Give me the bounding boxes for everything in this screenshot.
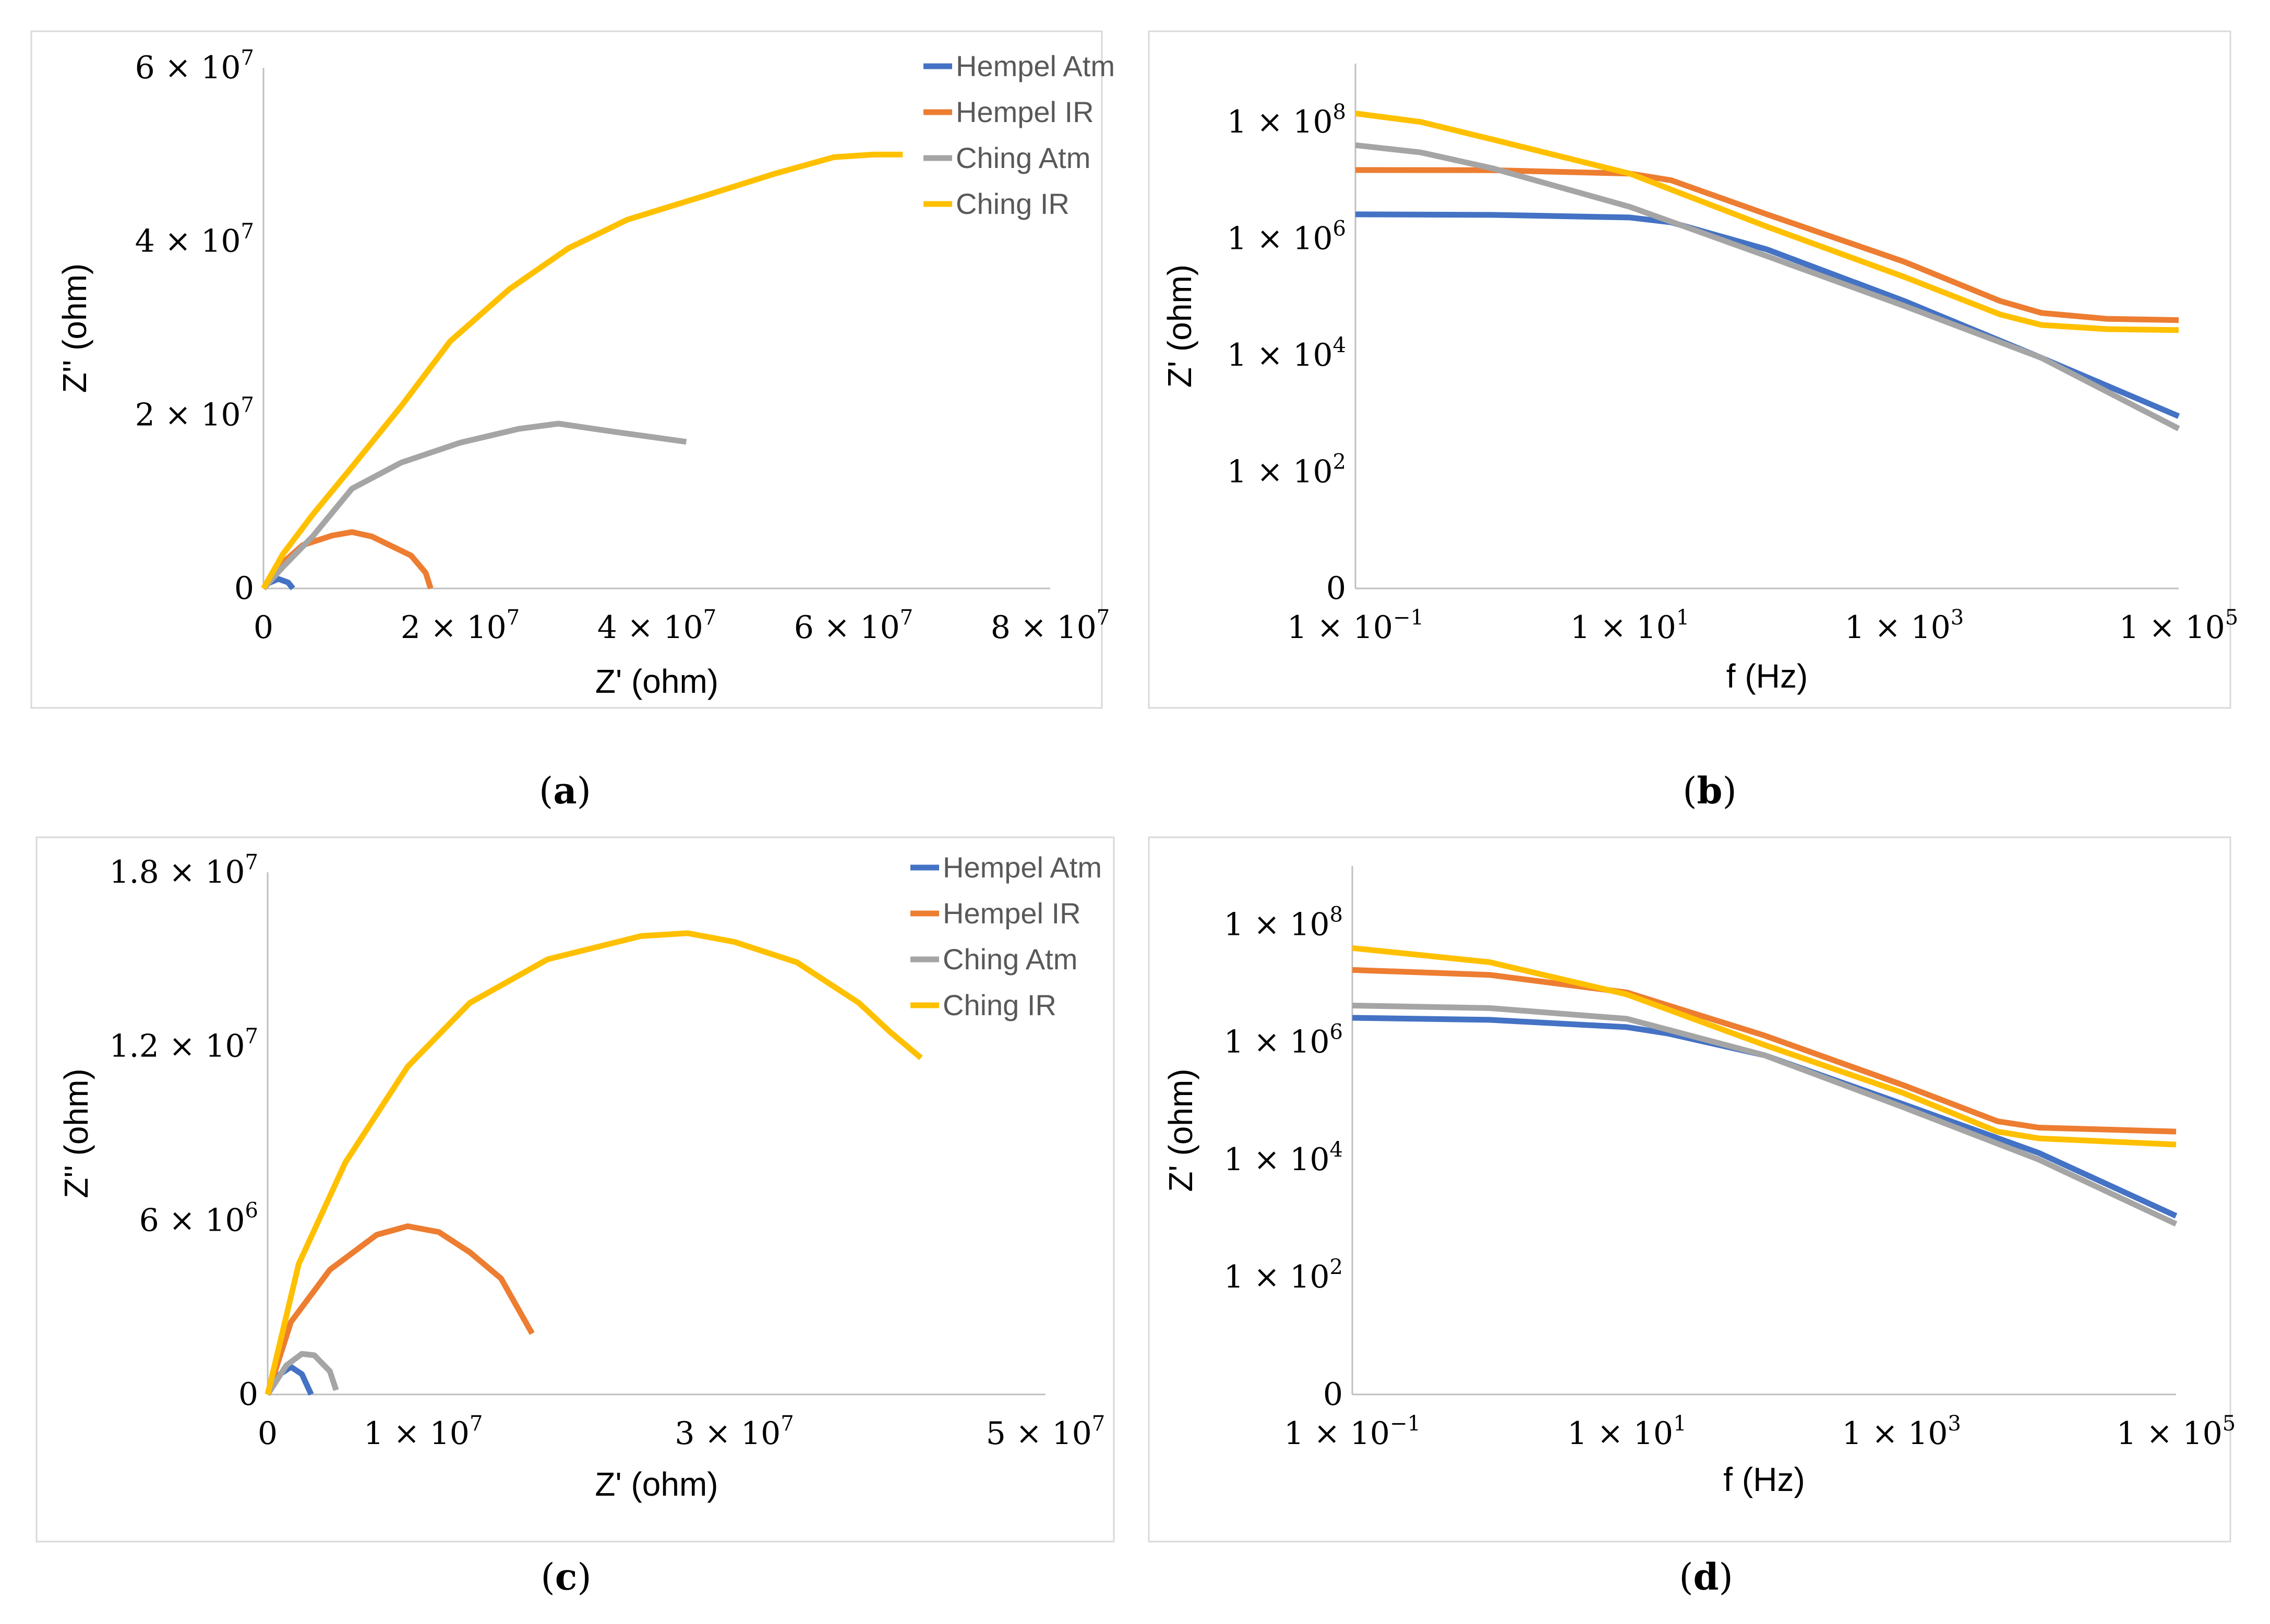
y-axis-title: Z'' (ohm) (56, 263, 93, 393)
panel-caption: (b) (1683, 769, 1737, 812)
y-tick-label: 1 × 106 (1227, 216, 1346, 257)
x-tick-label: 4 × 107 (597, 606, 716, 646)
y-tick-label: 2 × 107 (135, 393, 254, 433)
legend-entry: Ching Atm (943, 943, 1077, 976)
x-tick-label: 1 × 103 (1845, 606, 1964, 646)
x-tick-label: 1 × 105 (2119, 606, 2238, 646)
x-tick-label: 1 × 103 (1842, 1412, 1961, 1452)
x-tick-label: 2 × 107 (401, 606, 520, 646)
y-tick-label: 1 × 104 (1227, 333, 1346, 374)
series-ching-atm (265, 1351, 339, 1396)
panel-c: 0 6 × 106 1.2 × 107 1.8 × 107 0 1 × 107 3 × 10… (35, 836, 1115, 1598)
y-tick-label: 0 (1323, 1376, 1343, 1413)
legend-entry: Hempel IR (943, 897, 1081, 930)
y-tick-label: 1 × 102 (1227, 450, 1346, 490)
y-tick-label: 1.8 × 107 (109, 850, 258, 891)
panel-frame (1148, 836, 2231, 1543)
y-tick-label: 1.2 × 107 (109, 1025, 258, 1065)
x-tick-label: 1 × 10−1 (1284, 1412, 1421, 1452)
legend-entry: Hempel Atm (956, 50, 1115, 82)
panel-b: 0 1 × 102 1 × 104 1 × 106 1 × 108 1 × 10−1 1 ×… (1148, 30, 2238, 812)
series-hempel-ir (1355, 167, 2179, 323)
panel-frame (30, 30, 1103, 709)
y-axis-title: Z' (ohm) (1161, 264, 1198, 388)
x-tick-label: 1 × 101 (1570, 606, 1689, 646)
series-ching-ir (265, 930, 923, 1396)
x-tick-label: 6 × 107 (794, 606, 913, 646)
x-tick-label: 3 × 107 (675, 1412, 794, 1452)
series-hempel-ir (265, 1223, 535, 1396)
series-ching-ir (1352, 945, 2177, 1148)
x-axis-title: f (Hz) (1723, 1461, 1805, 1498)
y-tick-label: 1 × 106 (1224, 1020, 1343, 1061)
y-tick-label: 1 × 108 (1227, 100, 1346, 140)
legend-entry: Ching IR (956, 187, 1070, 220)
panel-frame (1148, 30, 2231, 709)
y-axis-title: Z'' (ohm) (57, 1068, 95, 1198)
series-ching-atm (1355, 142, 2180, 431)
x-tick-label: 1 × 105 (2117, 1412, 2236, 1452)
panel-caption: (c) (541, 1555, 591, 1598)
y-tick-label: 0 (234, 570, 254, 607)
legend-entry: Hempel IR (956, 95, 1094, 128)
legend-entry: Ching IR (943, 989, 1056, 1021)
y-tick-label: 1 × 108 (1224, 903, 1343, 943)
panel-d: 0 1 × 102 1 × 104 1 × 106 1 × 108 1 × 10−1 1 ×… (1148, 836, 2236, 1598)
y-tick-label: 4 × 107 (135, 220, 254, 260)
series-hempel-ir (1352, 967, 2177, 1135)
x-tick-label: 1 × 10−1 (1287, 606, 1424, 646)
x-tick-label: 0 (258, 1415, 278, 1452)
x-tick-label: 0 (254, 609, 273, 646)
x-axis-title: Z' (ohm) (595, 663, 718, 700)
series-ching-ir (1355, 110, 2179, 333)
y-tick-label: 0 (238, 1376, 258, 1413)
y-tick-label: 1 × 102 (1224, 1255, 1343, 1295)
y-axis-title: Z' (ohm) (1162, 1068, 1199, 1192)
x-tick-label: 1 × 107 (364, 1412, 483, 1452)
x-axis-title: f (Hz) (1726, 657, 1808, 695)
x-tick-label: 1 × 101 (1567, 1412, 1686, 1452)
legend: Hempel Atm Hempel IR Ching Atm Ching IR (923, 50, 1115, 220)
y-tick-label: 6 × 107 (135, 46, 254, 86)
series-ching-atm (261, 420, 687, 591)
panel-caption: (a) (539, 769, 591, 812)
x-axis-title: Z' (ohm) (595, 1465, 718, 1503)
panel-a: 0 2 × 107 4 × 107 6 × 107 0 2 × 107 4 × 107 6 ×… (30, 30, 1115, 812)
legend: Hempel Atm Hempel IR Ching Atm Ching IR (910, 851, 1102, 1021)
series-ching-ir (261, 151, 903, 590)
x-tick-label: 5 × 107 (986, 1412, 1105, 1452)
panel-caption: (d) (1679, 1555, 1733, 1598)
y-tick-label: 6 × 106 (139, 1198, 258, 1238)
legend-entry: Hempel Atm (943, 851, 1102, 884)
y-tick-label: 1 × 104 (1224, 1138, 1343, 1178)
legend-entry: Ching Atm (956, 141, 1090, 174)
y-tick-label: 0 (1326, 570, 1346, 607)
series-ching-atm (1352, 1003, 2178, 1227)
x-tick-label: 8 × 107 (991, 606, 1110, 646)
